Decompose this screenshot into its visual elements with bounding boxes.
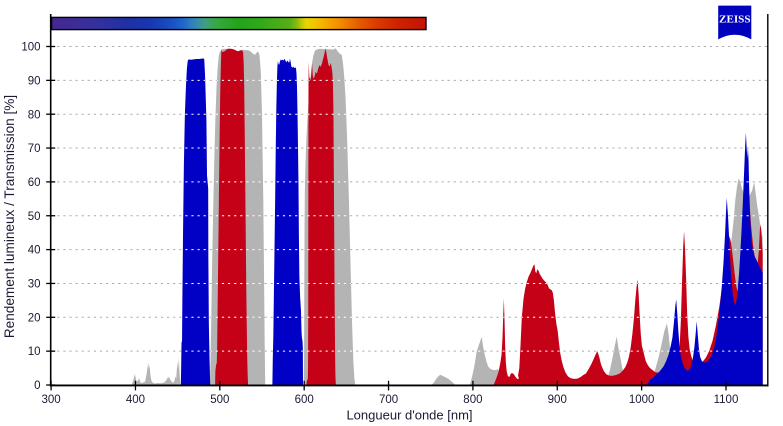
svg-text:70: 70	[28, 143, 41, 155]
svg-text:Longueur d'onde [nm]: Longueur d'onde [nm]	[346, 408, 472, 423]
svg-text:30: 30	[28, 279, 41, 291]
svg-text:20: 20	[28, 312, 41, 324]
svg-text:0: 0	[34, 380, 40, 392]
svg-text:400: 400	[126, 394, 145, 406]
svg-text:300: 300	[42, 394, 61, 406]
svg-text:1100: 1100	[714, 394, 739, 406]
svg-text:10: 10	[28, 346, 41, 358]
svg-text:60: 60	[28, 177, 41, 189]
svg-text:50: 50	[28, 211, 41, 223]
svg-text:1000: 1000	[629, 394, 655, 406]
svg-text:ZEISS: ZEISS	[719, 14, 751, 26]
svg-text:700: 700	[379, 394, 398, 406]
svg-text:100: 100	[21, 42, 40, 54]
svg-text:900: 900	[548, 394, 567, 406]
svg-text:600: 600	[295, 394, 314, 406]
svg-text:Rendement lumineux / Transmiss: Rendement lumineux / Transmission [%]	[2, 95, 17, 338]
svg-text:500: 500	[210, 394, 229, 406]
svg-text:90: 90	[28, 75, 41, 87]
svg-text:800: 800	[463, 394, 482, 406]
svg-text:40: 40	[28, 245, 41, 257]
svg-text:80: 80	[28, 109, 41, 121]
